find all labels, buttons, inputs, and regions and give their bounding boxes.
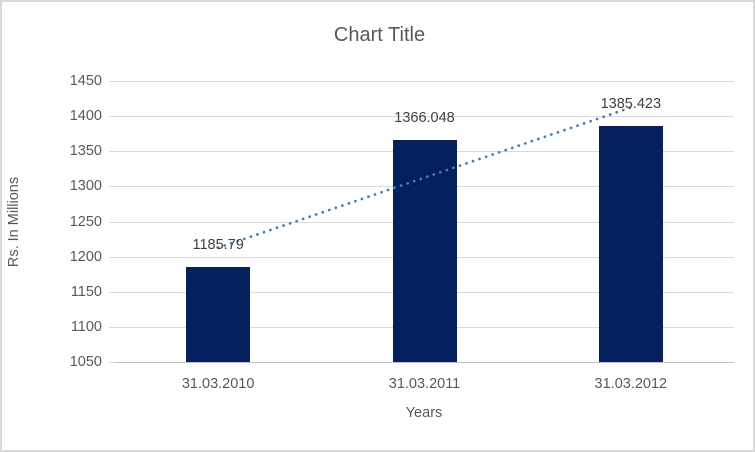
y-tick-label: 1250 [69,213,102,230]
y-axis-title: Rs. In Millions [6,176,22,268]
gridline [115,81,734,82]
y-tick-label: 1150 [70,283,102,300]
y-tick-label: 1100 [70,318,102,335]
x-axis-title: Years [405,405,443,421]
bar [392,139,457,362]
y-tick-label: 1450 [69,73,102,89]
y-axis-tick [109,326,115,328]
y-axis-tick [109,81,115,82]
trendline-layer [216,106,633,250]
trendline [216,106,633,250]
y-axis-tick [109,221,115,223]
y-tick-label: 1350 [69,143,102,160]
y-tick-label: 1200 [69,248,102,265]
y-axis-tick [109,116,115,118]
y-axis-tick [109,151,115,153]
y-axis-tick [109,256,115,258]
x-tick-label: 31.03.2012 [594,376,668,392]
y-tick-label: 1400 [69,108,102,125]
bar [598,126,663,362]
y-axis-tick [109,291,115,293]
y-axis-tick [109,186,115,188]
y-tick-label: 1050 [69,354,102,370]
x-axis-line [115,362,734,363]
y-tick-label: 1300 [69,178,102,195]
bar [186,266,251,362]
y-axis-tick [109,362,115,363]
x-tick-label: 31.03.2010 [181,376,255,392]
plot-area: 1450 1400 1350 1300 1250 1200 1150 1100 1050 1185… [70,73,734,392]
x-tick-label: 31.03.2011 [388,376,461,392]
chart-title: Chart Title [333,24,426,46]
gridline [115,116,734,118]
